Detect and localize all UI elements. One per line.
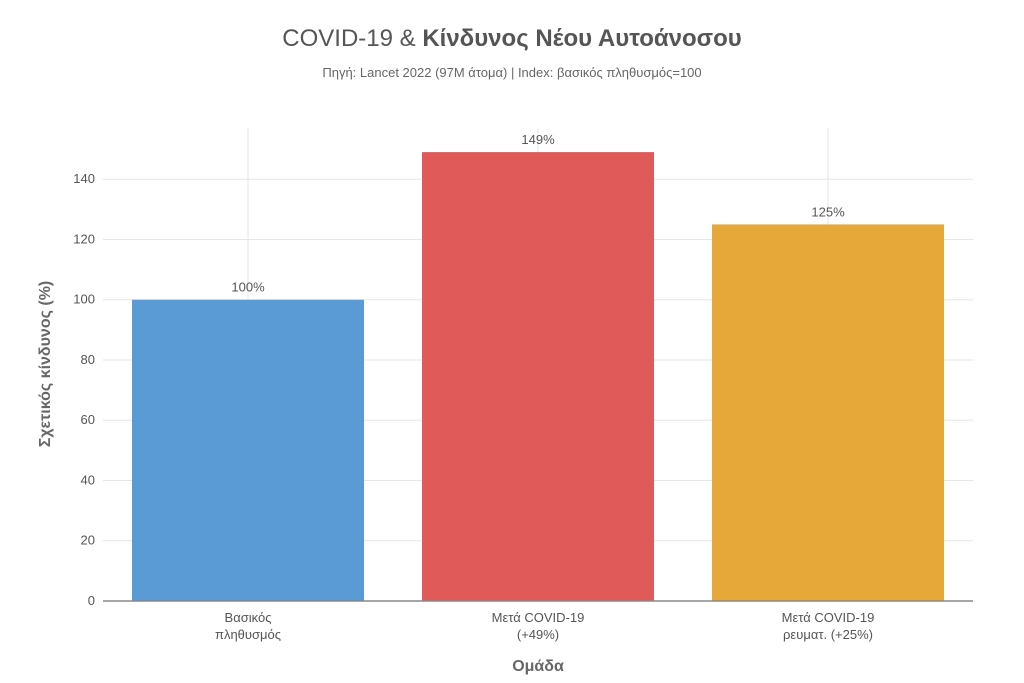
y-tick-label: 80 [81, 352, 95, 367]
y-tick-label: 60 [81, 412, 95, 427]
bar[interactable] [132, 299, 364, 601]
y-axis-title: Σχετικός κίνδυνος (%) [37, 281, 54, 448]
chart-title: COVID-19 & Κίνδυνος Νέου Αυτοάνοσου [282, 25, 741, 52]
y-tick-label: 40 [81, 472, 95, 487]
y-tick-label: 140 [73, 171, 95, 186]
y-tick-label: 120 [73, 231, 95, 246]
y-tick-label: 100 [73, 292, 95, 307]
chart-subtitle: Πηγή: Lancet 2022 (97M άτομα) | Index: β… [322, 65, 701, 80]
x-tick-label: Βασικός πληθυσμός [215, 610, 281, 642]
x-axis-title: Ομάδα [512, 658, 564, 675]
data-label: 149% [521, 132, 555, 147]
x-tick-label: Μετά COVID-19 (+49%) [492, 610, 585, 642]
bars: 100% 149% 125% [132, 132, 944, 601]
chart-title-main: Κίνδυνος Νέου Αυτοάνοσου [422, 25, 741, 52]
y-tick-label: 20 [81, 533, 95, 548]
data-label: 125% [811, 204, 845, 219]
chart-title-prefix: COVID-19 & [282, 25, 422, 52]
bar[interactable] [422, 152, 654, 601]
y-tick-label: 0 [88, 593, 95, 608]
data-label: 100% [231, 280, 265, 295]
bar[interactable] [712, 224, 944, 601]
axes: 0 20 40 60 80 100 120 140 Βασικός πληθυσμός Μετά C… [73, 171, 973, 642]
x-tick-label: Μετά COVID-19 ρευματ. (+25%) [782, 610, 875, 642]
